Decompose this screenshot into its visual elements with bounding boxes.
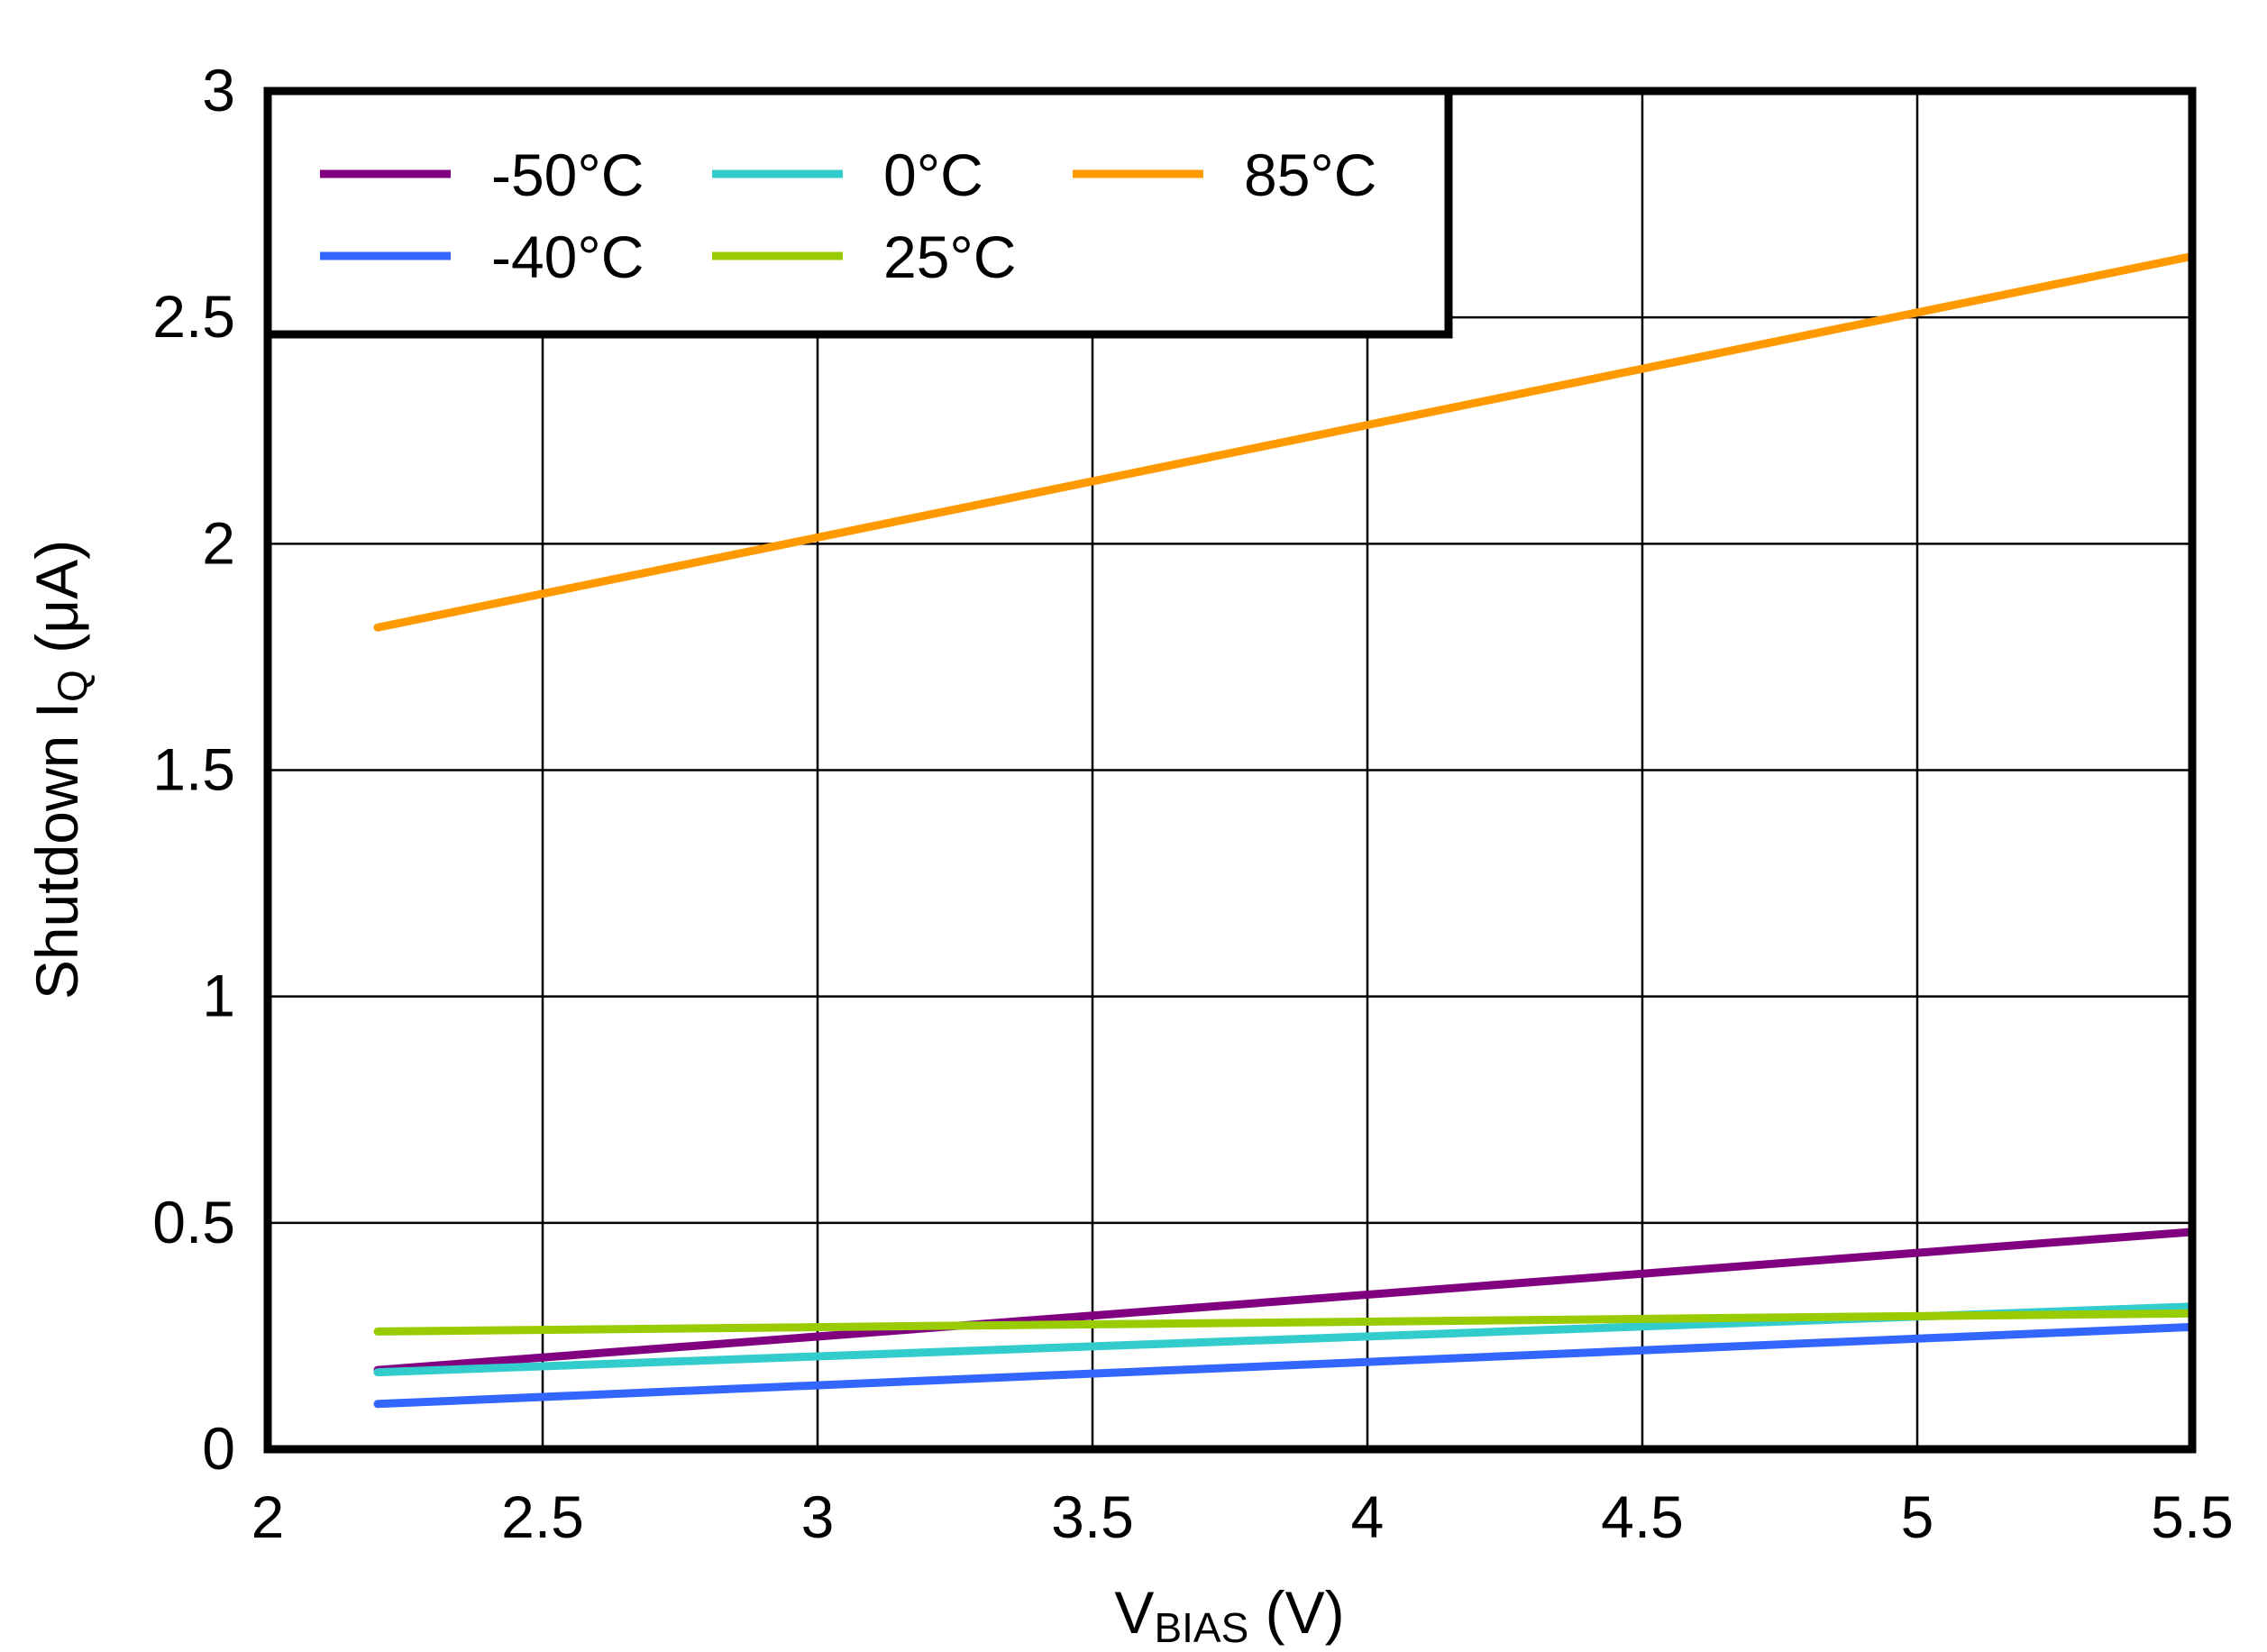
x-axis-title-sub: BIAS	[1154, 1604, 1248, 1651]
y-axis-title: Shutdown IQ (μA)	[23, 540, 96, 999]
series-layer	[373, 251, 2197, 1409]
legend-entries: -50°C -40°C 0°C 25°C 85°C	[320, 141, 1376, 290]
legend-label: 85°C	[1244, 141, 1376, 208]
legend-label: -40°C	[491, 224, 644, 290]
legend-label: 25°C	[883, 224, 1016, 290]
y-tick-label: 0	[202, 1415, 235, 1482]
y-tick-label: 2	[202, 509, 235, 576]
y-tick-label: 3	[202, 57, 235, 123]
y-tick-labels: 0 0.5 1 1.5 2 2.5 3	[152, 57, 235, 1482]
x-tick-label: 5	[1901, 1483, 1934, 1550]
y-axis-title-main: Shutdown I	[23, 702, 90, 999]
series-line-3	[373, 1309, 2197, 1336]
series-line-0	[373, 1228, 2197, 1374]
y-axis-title-sub: Q	[49, 670, 96, 702]
series-line-4	[373, 251, 2197, 632]
y-tick-label: 2.5	[152, 283, 235, 350]
legend: -50°C -40°C 0°C 25°C 85°C	[263, 87, 1453, 339]
x-axis-title: VBIAS (V)	[1114, 1579, 1344, 1651]
x-tick-label: 3	[801, 1483, 835, 1550]
y-tick-label: 1.5	[152, 736, 235, 803]
x-axis-title-main: V	[1114, 1579, 1154, 1646]
x-tick-label: 3.5	[1051, 1483, 1134, 1550]
x-tick-label: 2	[251, 1483, 285, 1550]
y-tick-label: 0.5	[152, 1189, 235, 1255]
series-line-1	[373, 1322, 2197, 1409]
x-tick-label: 4.5	[1601, 1483, 1684, 1550]
x-axis-title-unit: (V)	[1248, 1579, 1344, 1646]
x-tick-labels: 2 2.5 3 3.5 4 4.5 5 5.5	[251, 1483, 2234, 1550]
x-tick-label: 4	[1351, 1483, 1385, 1550]
x-tick-label: 2.5	[501, 1483, 584, 1550]
legend-label: 0°C	[883, 141, 983, 208]
y-axis-title-unit: (μA)	[23, 540, 90, 670]
x-tick-label: 5.5	[2151, 1483, 2234, 1550]
legend-box	[263, 87, 1453, 339]
legend-label: -50°C	[491, 141, 644, 208]
y-tick-label: 1	[202, 963, 235, 1029]
